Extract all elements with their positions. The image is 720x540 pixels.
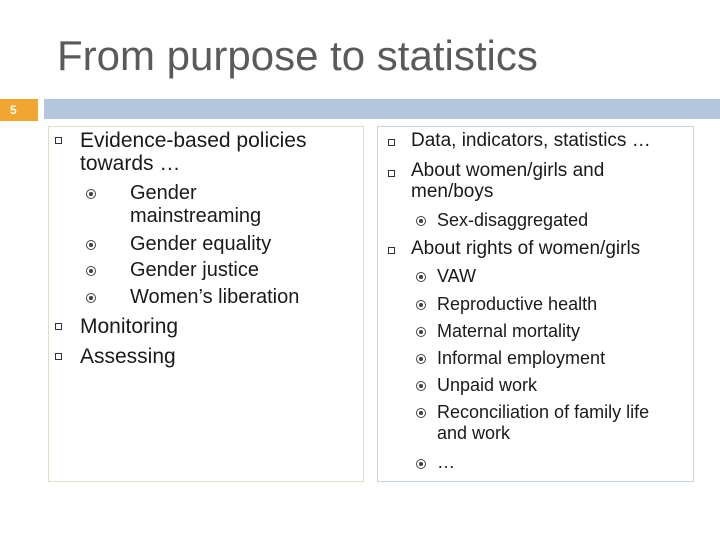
square-bullet-icon xyxy=(388,139,395,146)
header-bar xyxy=(44,99,720,119)
list-item-line: towards … xyxy=(80,152,181,175)
circle-bullet-icon xyxy=(416,272,426,282)
sub-list-item-line: Reconciliation of family life xyxy=(437,402,650,422)
slide-title: From purpose to statistics xyxy=(57,32,538,79)
circle-bullet-icon xyxy=(86,266,96,276)
sub-list-item: Maternal mortality xyxy=(437,321,581,341)
sub-list-item: Unpaid work xyxy=(437,375,538,395)
list-item: Data, indicators, statistics … xyxy=(411,130,651,151)
circle-bullet-icon xyxy=(416,327,426,337)
list-item: About women/girls and men/boys xyxy=(411,160,604,202)
sub-list-item: Women’s liberation xyxy=(130,286,300,308)
sub-list-item: VAW xyxy=(437,266,476,286)
list-item-line: Evidence-based policies xyxy=(80,129,307,152)
circle-bullet-icon xyxy=(86,189,96,199)
circle-bullet-icon xyxy=(416,408,426,418)
sub-list-item: Gender equality xyxy=(130,233,272,255)
sub-list-item: Informal employment xyxy=(437,348,606,368)
square-bullet-icon xyxy=(55,353,62,360)
slide-number: 5 xyxy=(0,99,38,121)
square-bullet-icon xyxy=(388,247,395,254)
list-item: Monitoring xyxy=(80,315,179,338)
list-item: About rights of women/girls xyxy=(411,238,641,259)
list-item-line: men/boys xyxy=(411,181,494,202)
square-bullet-icon xyxy=(55,137,62,144)
circle-bullet-icon xyxy=(86,240,96,250)
sub-list-item-line: Gender xyxy=(130,182,197,204)
sub-list-item: Reproductive health xyxy=(437,294,598,314)
circle-bullet-icon xyxy=(416,300,426,310)
sub-list-item: … xyxy=(437,452,455,472)
sub-list-item: Sex-disaggregated xyxy=(437,210,589,230)
sub-list-item-line: and work xyxy=(437,423,511,443)
sub-list-item: Gender justice xyxy=(130,259,259,281)
list-item: Evidence-based policies towards … xyxy=(80,129,306,175)
circle-bullet-icon xyxy=(416,216,426,226)
square-bullet-icon xyxy=(55,323,62,330)
right-content-box xyxy=(377,126,694,482)
sub-list-item-line: mainstreaming xyxy=(130,205,262,227)
square-bullet-icon xyxy=(388,170,395,177)
circle-bullet-icon xyxy=(416,354,426,364)
sub-list-item: Gender mainstreaming xyxy=(130,182,261,228)
circle-bullet-icon xyxy=(416,381,426,391)
left-content-box xyxy=(48,126,364,482)
circle-bullet-icon xyxy=(86,293,96,303)
list-item: Assessing xyxy=(80,345,176,368)
circle-bullet-icon xyxy=(416,459,426,469)
sub-list-item: Reconciliation of family life and work xyxy=(437,402,649,444)
list-item-line: About women/girls and xyxy=(411,160,605,181)
